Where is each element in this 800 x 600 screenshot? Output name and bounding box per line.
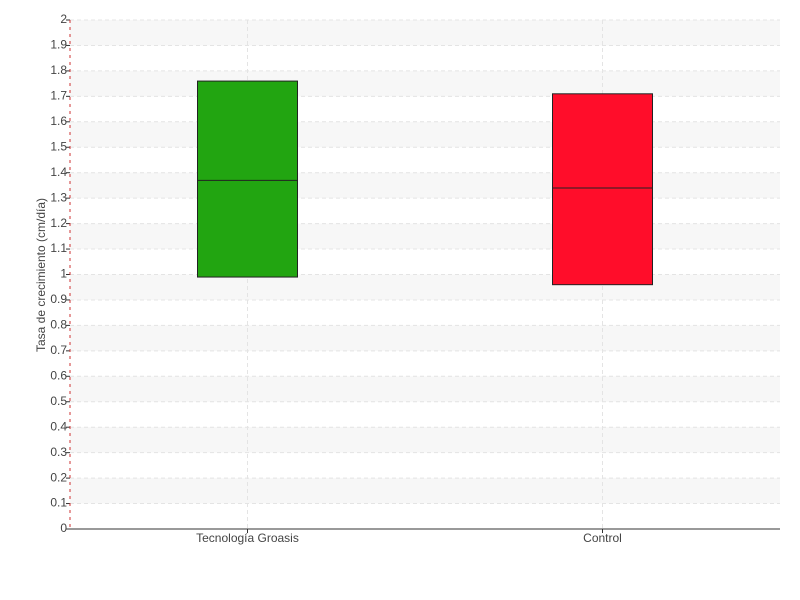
y-tick-label: 1 — [60, 267, 67, 281]
grid-band — [70, 20, 780, 46]
grid-band — [70, 325, 780, 351]
grid-band — [70, 70, 780, 97]
y-tick-label: 0.4 — [50, 419, 67, 433]
grid-band — [70, 427, 780, 453]
y-tick-label: 1.3 — [50, 190, 67, 204]
y-tick-label: 0.6 — [50, 368, 67, 382]
y-tick-label: 0.7 — [50, 343, 67, 357]
y-tick-label: 0.5 — [50, 394, 67, 408]
y-tick-label: 1.8 — [50, 63, 67, 77]
grid-band — [70, 478, 780, 504]
y-tick-label: 0.3 — [50, 445, 67, 459]
y-tick-label: 1.6 — [50, 114, 67, 128]
y-tick-label: 0 — [60, 521, 67, 535]
grid-band — [70, 172, 780, 199]
x-tick-label: Control — [583, 531, 622, 545]
y-tick-label: 1.9 — [50, 38, 67, 52]
y-tick-label: 1.5 — [50, 139, 67, 153]
y-tick-label: 0.1 — [50, 496, 67, 510]
y-tick-label: 1.4 — [50, 165, 67, 179]
box — [552, 93, 653, 286]
y-tick-label: 1.1 — [50, 241, 67, 255]
y-tick-label: 1.2 — [50, 216, 67, 230]
x-tick-label: Tecnología Groasis — [196, 531, 299, 545]
grid-band — [70, 274, 780, 300]
y-tick-label: 1.7 — [50, 89, 67, 103]
grid-band — [70, 376, 780, 402]
y-tick-label: 0.8 — [50, 318, 67, 332]
y-tick-label: 0.2 — [50, 470, 67, 484]
grid-band — [70, 121, 780, 148]
y-axis-label: Tasa de crecimiento (cm/día) — [34, 198, 48, 352]
grid-band — [70, 223, 780, 250]
box — [197, 80, 298, 278]
y-tick-label: 2 — [60, 12, 67, 26]
y-tick-label: 0.9 — [50, 292, 67, 306]
